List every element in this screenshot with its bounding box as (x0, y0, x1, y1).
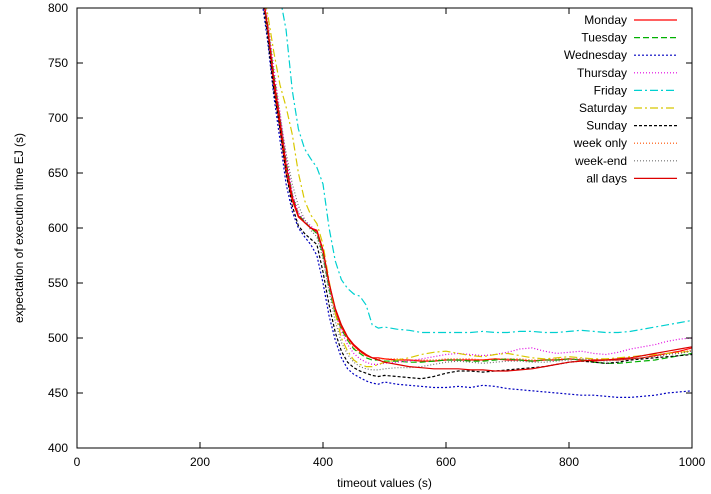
x-tick-label: 600 (436, 455, 456, 469)
y-tick-label: 700 (48, 111, 68, 125)
series-line-saturday (265, 8, 692, 368)
series-line-week-end (263, 8, 692, 371)
legend-label: week only (573, 136, 627, 150)
x-tick-label: 0 (74, 455, 81, 469)
legend-label: Sunday (586, 119, 627, 133)
legend-label: week-end (574, 154, 627, 168)
series-layer (262, 8, 692, 398)
axis-ticks: 0 200 400 600 800 1000 400 450 500 550 600 650 700 75… (48, 1, 706, 469)
y-tick-label: 550 (48, 276, 68, 290)
series-line-wednesday (262, 8, 692, 398)
y-tick-label: 450 (48, 386, 68, 400)
x-axis-label: timeout values (s) (337, 476, 432, 490)
y-tick-label: 650 (48, 166, 68, 180)
legend: Monday Tuesday Wednesday Thursday Friday Satu… (564, 13, 677, 185)
y-tick-label: 400 (48, 441, 68, 455)
legend-label: Thursday (577, 66, 627, 80)
y-tick-label: 800 (48, 1, 68, 15)
x-tick-label: 1000 (679, 455, 706, 469)
series-line-friday (281, 8, 692, 334)
y-axis-label: expectation of execution time EJ (s) (12, 133, 26, 323)
x-tick-label: 400 (313, 455, 333, 469)
legend-label: Monday (584, 13, 627, 27)
series-line-monday (263, 8, 692, 362)
legend-label: Tuesday (581, 31, 627, 45)
y-tick-label: 500 (48, 331, 68, 345)
series-line-all-days (264, 8, 692, 372)
series-line-week-only (264, 8, 692, 361)
x-tick-label: 800 (559, 455, 579, 469)
y-tick-label: 600 (48, 221, 68, 235)
x-tick-label: 200 (190, 455, 210, 469)
legend-label: all days (586, 171, 627, 185)
series-line-thursday (264, 8, 692, 365)
legend-label: Saturday (579, 101, 627, 115)
legend-label: Friday (594, 83, 627, 97)
series-line-tuesday (264, 8, 692, 364)
series-line-sunday (263, 8, 692, 380)
y-tick-label: 750 (48, 56, 68, 70)
legend-label: Wednesday (564, 48, 627, 62)
